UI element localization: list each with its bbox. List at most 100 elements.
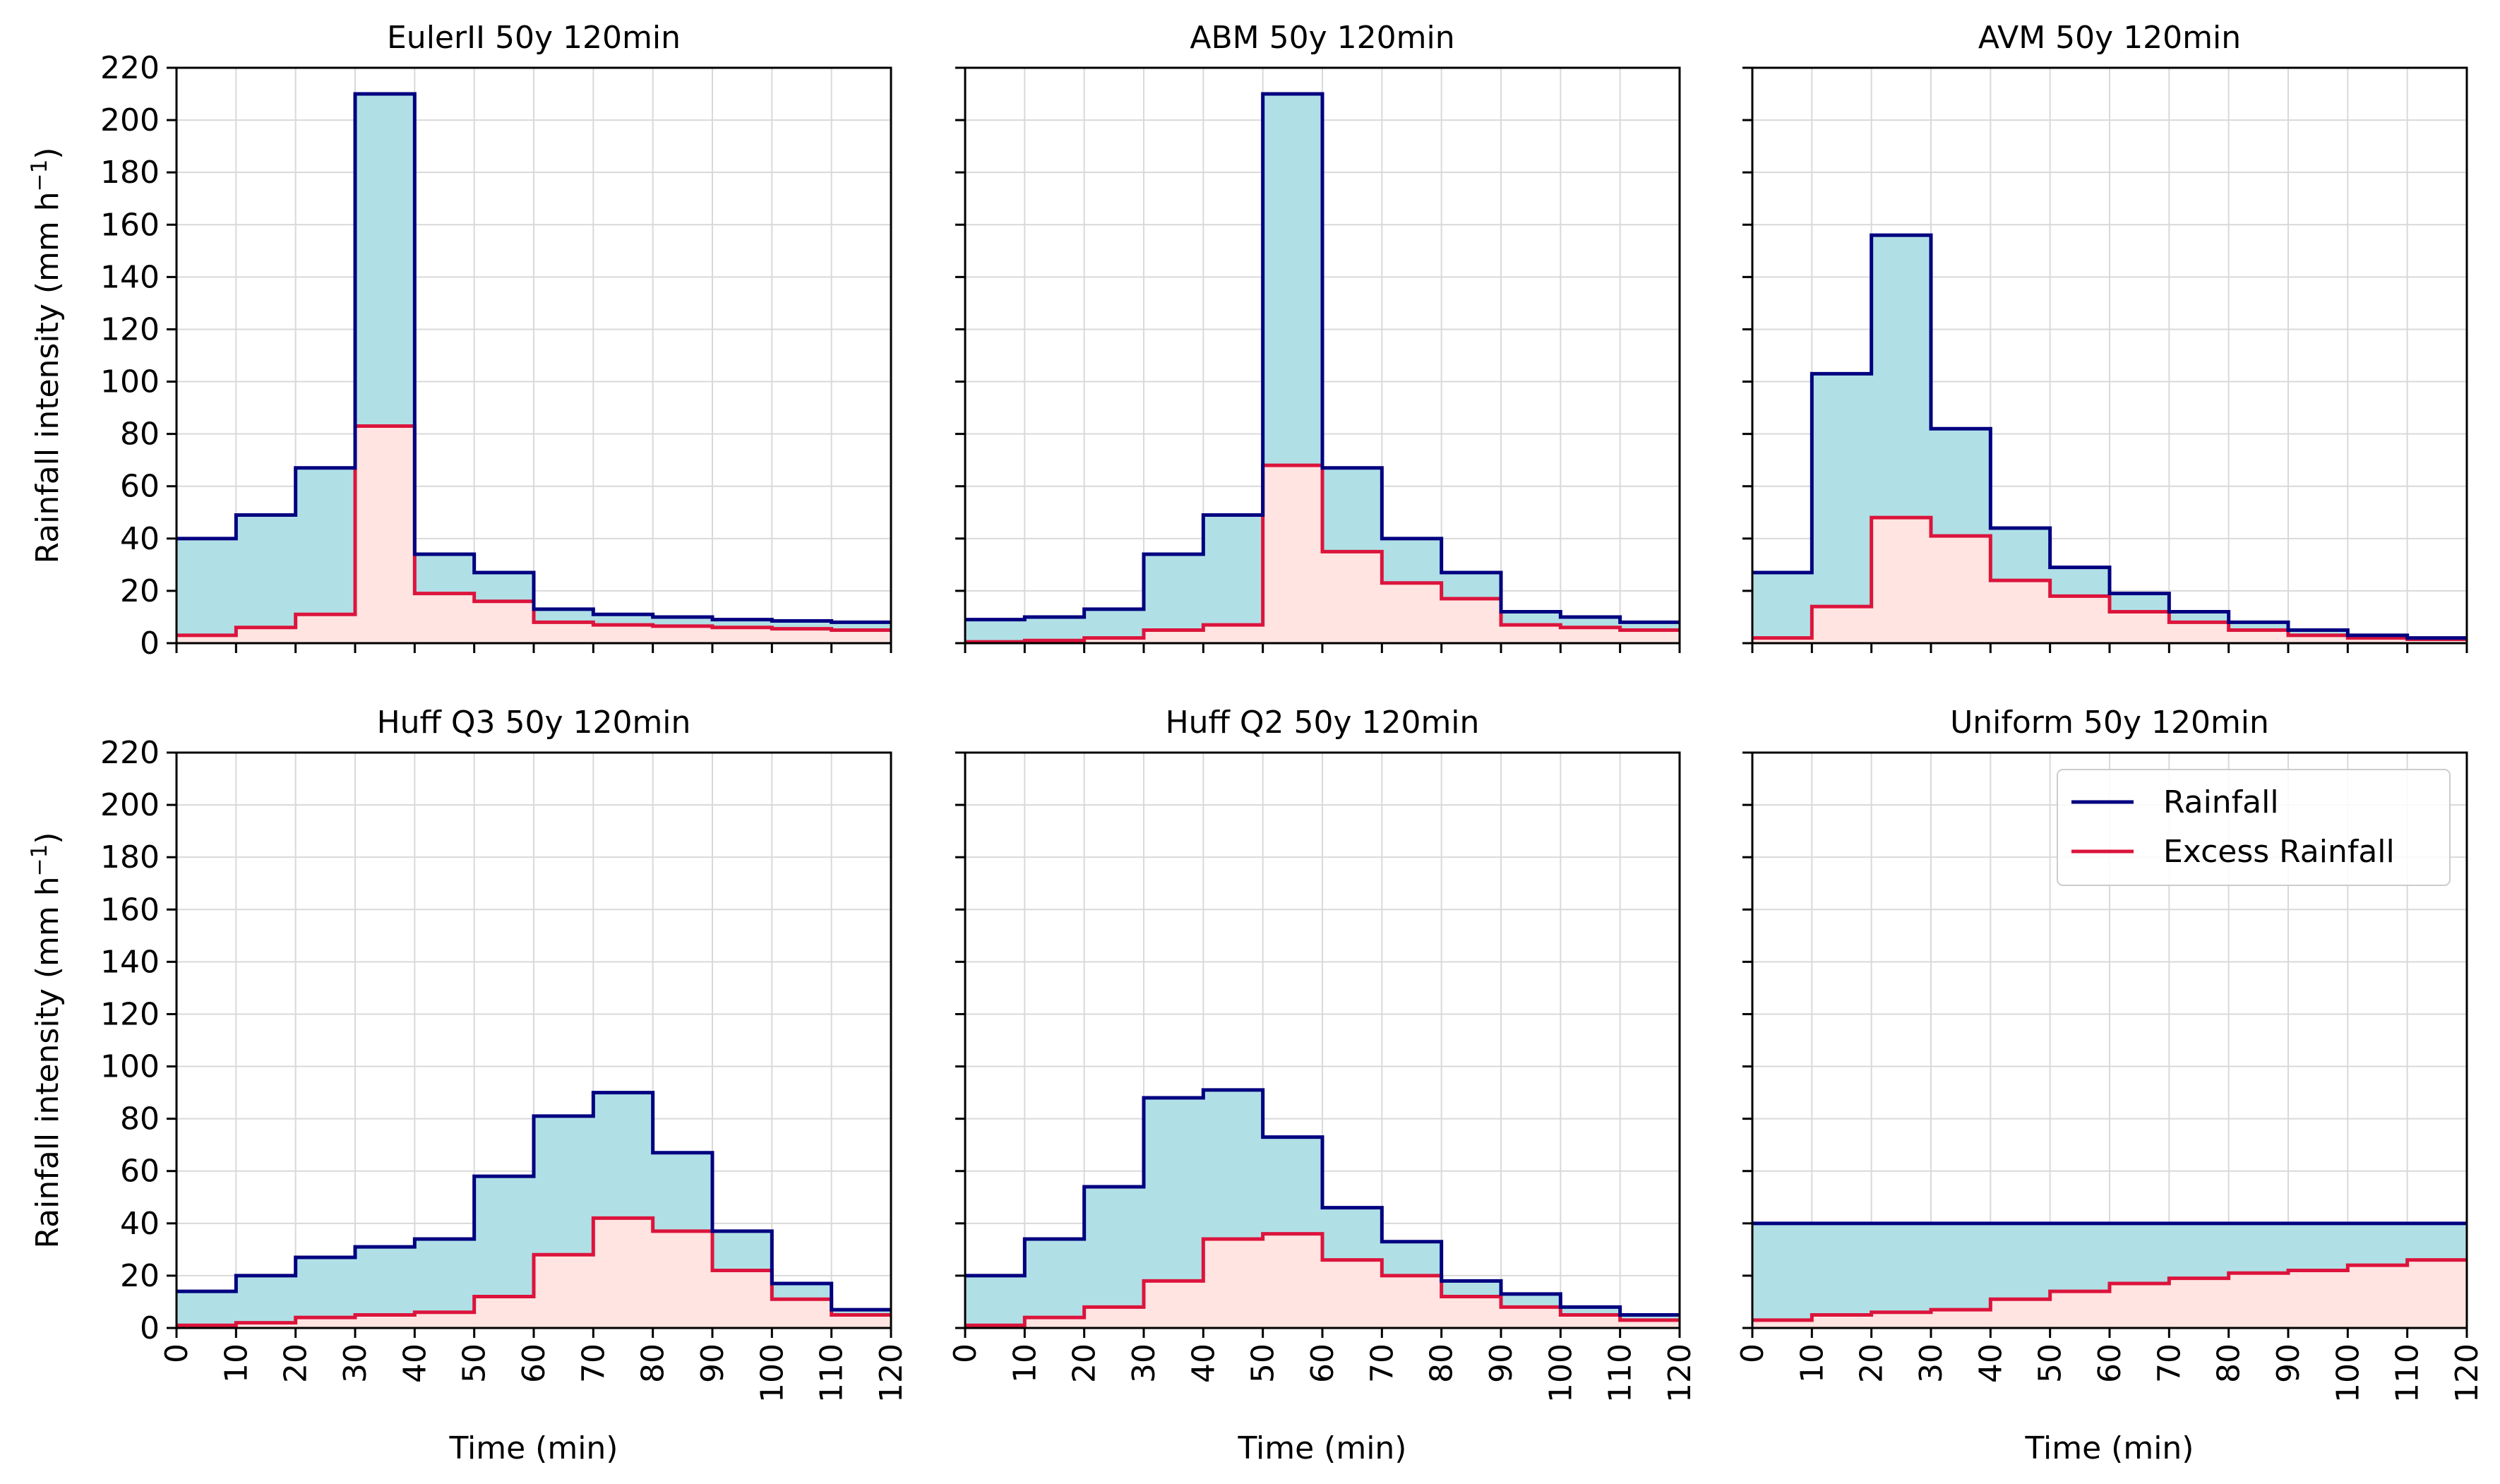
- legend-box: [2057, 769, 2451, 886]
- x-tick-label: 40: [1185, 1344, 1221, 1383]
- y-tick-label: 160: [100, 892, 160, 928]
- rainfall-line: [177, 1091, 891, 1312]
- y-tick-label: 120: [100, 996, 160, 1032]
- x-tick-label: 20: [278, 1344, 314, 1383]
- x-tick-label: 70: [2151, 1344, 2187, 1383]
- y-tick-label: 220: [100, 735, 160, 771]
- x-tick-label: 80: [635, 1344, 671, 1383]
- y-tick-label: 40: [120, 1206, 160, 1242]
- y-tick-label: 180: [100, 839, 160, 875]
- x-tick-label: 60: [516, 1344, 552, 1383]
- y-tick-label: 60: [120, 469, 160, 505]
- subplot-4: 0 10 20 30 40 50 60 70 80 90 100 110 120 0 20 40 60 80 100…: [27, 705, 909, 1466]
- excess-rainfall-line: [965, 463, 1680, 644]
- x-tick-label: 10: [1007, 1344, 1043, 1383]
- y-tick-label: 80: [120, 417, 160, 453]
- subplot-title: AVM 50y 120min: [1978, 20, 2241, 56]
- x-tick-label: 20: [1067, 1344, 1103, 1383]
- x-tick-label: 50: [457, 1344, 493, 1383]
- x-tick-label: 10: [1794, 1344, 1830, 1383]
- x-tick-label: 10: [218, 1344, 254, 1383]
- x-tick-label: 120: [2449, 1344, 2485, 1403]
- x-axis-label: Time (min): [449, 1430, 618, 1466]
- legend-label: Rainfall: [2163, 784, 2279, 820]
- rainfall-line: [1752, 233, 2467, 640]
- x-tick-label: 90: [1483, 1344, 1519, 1383]
- y-tick-label: 160: [100, 207, 160, 243]
- subplot-title: EulerII 50y 120min: [387, 20, 681, 56]
- x-tick-label: 100: [754, 1344, 790, 1403]
- rainfall-line: [965, 92, 1680, 624]
- y-tick-label: 100: [100, 1049, 160, 1085]
- x-tick-label: 30: [1126, 1344, 1162, 1383]
- x-tick-label: 30: [337, 1344, 373, 1383]
- subplot-title: Uniform 50y 120min: [1950, 705, 2269, 741]
- x-tick-label: 0: [159, 1344, 195, 1363]
- y-tick-label: 40: [120, 521, 160, 557]
- x-tick-label: 50: [1245, 1344, 1281, 1383]
- x-tick-label: 60: [1305, 1344, 1341, 1383]
- legend-label: Excess Rainfall: [2163, 834, 2395, 870]
- x-tick-label: 110: [814, 1344, 850, 1403]
- subplot-title: ABM 50y 120min: [1190, 20, 1454, 56]
- x-tick-label: 120: [873, 1344, 909, 1403]
- x-tick-label: 80: [2211, 1344, 2247, 1383]
- y-axis-label-superscript: −1: [27, 160, 52, 192]
- y-tick-label: 60: [120, 1154, 160, 1190]
- y-axis-label-close: ): [30, 832, 66, 844]
- subplot-3: AVM 50y 120min: [1742, 20, 2468, 653]
- rainfall-line: [965, 1088, 1680, 1317]
- subplot-1: 0 20 40 60 80 100 120 140 160 180 200 220 EulerII 50…: [27, 20, 892, 662]
- x-tick-label: 40: [397, 1344, 433, 1383]
- y-tick-label: 140: [100, 944, 160, 980]
- subplot-6: 0 10 20 30 40 50 60 70 80 90 100 110 120 Uniform 50y …: [1735, 705, 2485, 1466]
- x-tick-label: 70: [575, 1344, 611, 1383]
- y-tick-label: 120: [100, 311, 160, 347]
- y-tick-label: 180: [100, 155, 160, 191]
- y-tick-label: 140: [100, 259, 160, 295]
- subplot-title: Huff Q3 50y 120min: [377, 705, 691, 741]
- x-axis-label: Time (min): [2025, 1430, 2194, 1466]
- x-tick-label: 90: [695, 1344, 731, 1383]
- y-tick-label: 220: [100, 50, 160, 86]
- legend: Rainfall Excess Rainfall: [2057, 769, 2451, 886]
- x-tick-label: 0: [947, 1344, 983, 1363]
- y-tick-label: 80: [120, 1101, 160, 1137]
- x-tick-label: 70: [1364, 1344, 1400, 1383]
- y-tick-label: 20: [120, 1258, 160, 1294]
- y-axis-label-text: Rainfall intensity (mm h: [30, 876, 66, 1248]
- y-tick-label: 0: [140, 1310, 160, 1346]
- subplot-5: 0 10 20 30 40 50 60 70 80 90 100 110 120 Huff Q2 50y …: [947, 705, 1698, 1466]
- x-tick-label: 110: [2390, 1344, 2426, 1403]
- x-tick-label: 120: [1662, 1344, 1698, 1403]
- x-tick-label: 110: [1603, 1344, 1639, 1403]
- excess-rainfall-area: [1752, 517, 2467, 643]
- y-axis-label-text: Rainfall intensity (mm h: [30, 191, 66, 563]
- x-tick-label: 20: [1854, 1344, 1890, 1383]
- subplot-title: Huff Q2 50y 120min: [1166, 705, 1480, 741]
- y-axis-label-superscript: −1: [27, 844, 52, 877]
- x-tick-label: 40: [1973, 1344, 2009, 1383]
- x-tick-label: 100: [2330, 1344, 2366, 1403]
- y-tick-label: 100: [100, 364, 160, 400]
- x-tick-label: 0: [1735, 1344, 1771, 1363]
- y-tick-label: 200: [100, 102, 160, 138]
- y-axis-label-close: ): [30, 148, 66, 160]
- excess-rainfall-line: [1752, 1258, 2467, 1322]
- x-tick-label: 30: [1913, 1344, 1949, 1383]
- y-tick-label: 200: [100, 787, 160, 823]
- x-tick-label: 80: [1424, 1344, 1460, 1383]
- subplot-2: ABM 50y 120min: [955, 20, 1681, 653]
- x-tick-label: 90: [2271, 1344, 2307, 1383]
- y-tick-label: 0: [140, 626, 160, 662]
- x-tick-label: 60: [2092, 1344, 2128, 1383]
- x-tick-label: 100: [1543, 1344, 1579, 1403]
- y-axis-label: Rainfall intensity (mm h−1): [27, 148, 66, 564]
- x-tick-label: 50: [2033, 1344, 2069, 1383]
- rainfall-line: [177, 92, 891, 624]
- x-axis-label: Time (min): [1238, 1430, 1407, 1466]
- y-tick-label: 20: [120, 573, 160, 609]
- excess-rainfall-line: [177, 424, 891, 638]
